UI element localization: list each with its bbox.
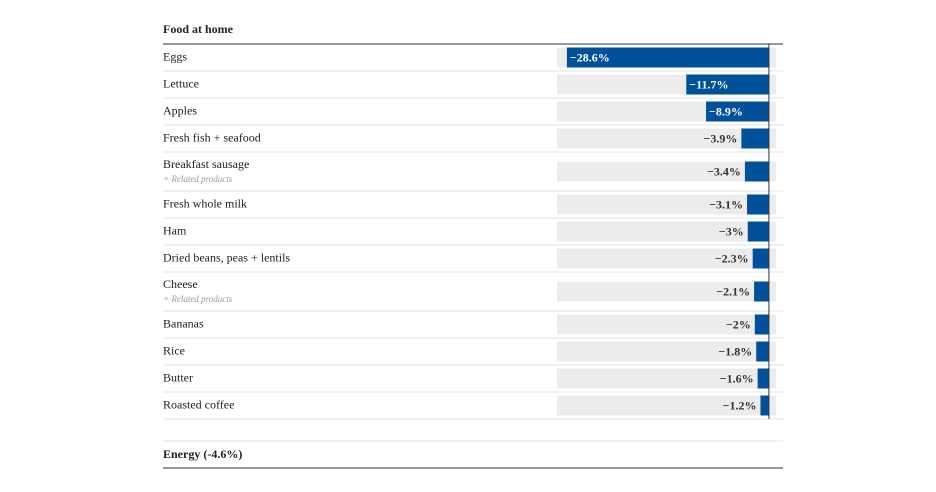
row-label: Rice: [163, 343, 185, 357]
value-label: −8.9%: [709, 104, 743, 118]
value-label: −2%: [726, 317, 751, 331]
value-label: −3%: [719, 224, 744, 238]
bar-track: [557, 341, 776, 362]
value-label: −28.6%: [570, 50, 610, 64]
value-label: −1.2%: [723, 398, 757, 412]
bar-track: [557, 281, 776, 302]
row-label: Fresh whole milk: [163, 196, 247, 210]
bar: [752, 248, 769, 269]
bar: [747, 194, 769, 215]
value-label: −2.3%: [715, 251, 749, 265]
bar: [757, 368, 769, 389]
bar: [754, 314, 769, 335]
bar-track: [557, 128, 776, 149]
bar: [760, 395, 769, 416]
bar: [747, 221, 769, 242]
bar: [566, 47, 769, 68]
row-label: Fresh fish + seafood: [163, 130, 261, 144]
row-label: Ham: [163, 223, 187, 237]
footer-section: Energy (-4.6%): [163, 447, 242, 461]
row-label: Bananas: [163, 316, 204, 330]
row-label: Dried beans, peas + lentils: [163, 250, 290, 264]
bar-track: [557, 368, 776, 389]
bar: [686, 74, 769, 95]
section-title: Food at home: [163, 22, 234, 36]
row-label: Breakfast sausage: [163, 157, 249, 171]
value-label: −3.9%: [704, 131, 738, 145]
bar: [756, 341, 769, 362]
row-label: Roasted coffee: [163, 397, 234, 411]
value-label: −3.1%: [709, 197, 743, 211]
row-label: Eggs: [163, 49, 187, 63]
value-label: −11.7%: [689, 77, 728, 91]
bar-track: [557, 314, 776, 335]
bar-track: [557, 395, 776, 416]
row-sublabel: + Related products: [163, 294, 233, 304]
row-label: Apples: [163, 103, 197, 117]
value-label: −1.8%: [718, 344, 752, 358]
bar-track: [557, 161, 776, 182]
row-label: Lettuce: [163, 76, 199, 90]
value-label: −1.6%: [720, 371, 754, 385]
bar: [741, 128, 769, 149]
bar-track: [557, 221, 776, 242]
row-label: Cheese: [163, 277, 198, 291]
bar-track: [557, 194, 776, 215]
value-label: −3.4%: [707, 164, 741, 178]
bar: [706, 101, 769, 122]
value-label: −2.1%: [716, 284, 750, 298]
bar-track: [557, 248, 776, 269]
bar: [754, 281, 769, 302]
row-sublabel: + Related products: [163, 174, 233, 184]
row-label: Butter: [163, 370, 193, 384]
bar: [744, 161, 769, 182]
